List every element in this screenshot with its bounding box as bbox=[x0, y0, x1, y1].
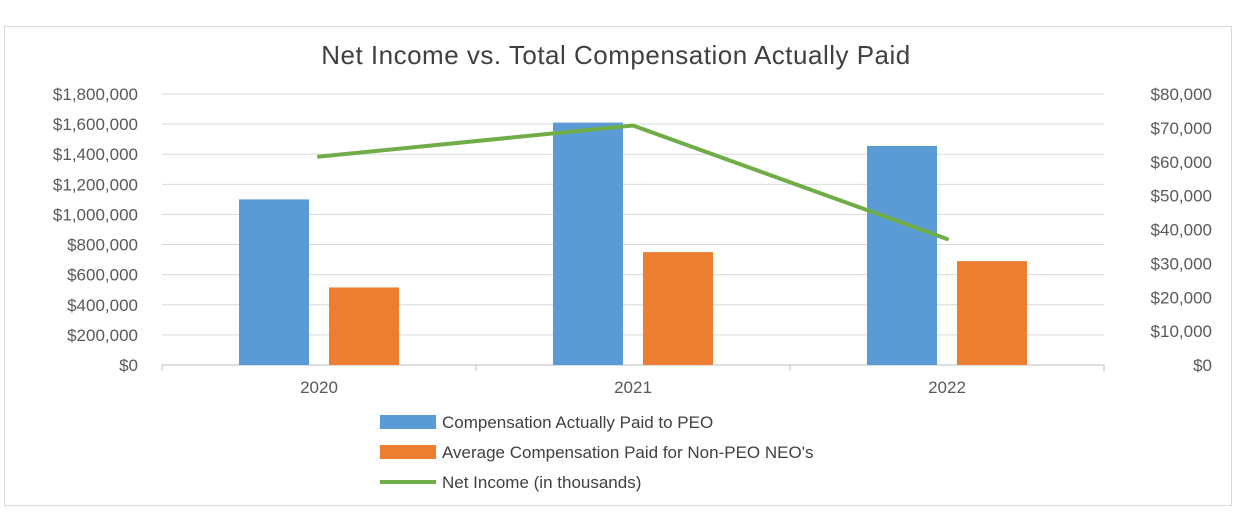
left-tick-label: $200,000 bbox=[67, 326, 138, 345]
right-tick-label: $40,000 bbox=[1151, 221, 1212, 240]
right-tick-label: $80,000 bbox=[1151, 85, 1212, 104]
x-tick-label: 2021 bbox=[614, 378, 652, 397]
x-axis: 2020 2021 2022 bbox=[161, 365, 1105, 397]
right-tick-label: $30,000 bbox=[1151, 254, 1212, 273]
left-tick-label: $800,000 bbox=[67, 236, 138, 255]
right-tick-label: $10,000 bbox=[1151, 322, 1212, 341]
legend-swatch bbox=[380, 415, 436, 429]
left-tick-label: $1,200,000 bbox=[53, 175, 138, 194]
bars bbox=[239, 122, 1027, 365]
net-income-line bbox=[317, 123, 949, 241]
left-tick-label: $0 bbox=[119, 356, 138, 375]
right-axis: $0 $10,000 $20,000 $30,000 $40,000 $50,000 $60… bbox=[1151, 85, 1212, 375]
legend-swatch bbox=[380, 445, 436, 459]
non-peo-bar bbox=[957, 261, 1027, 365]
right-tick-label: $50,000 bbox=[1151, 187, 1212, 206]
x-tick-label: 2022 bbox=[928, 378, 966, 397]
left-tick-label: $1,600,000 bbox=[53, 115, 138, 134]
left-tick-label: $1,800,000 bbox=[53, 85, 138, 104]
legend-label: Compensation Actually Paid to PEO bbox=[442, 413, 713, 432]
right-tick-label: $60,000 bbox=[1151, 153, 1212, 172]
peo-bar bbox=[867, 145, 937, 365]
right-tick-label: $20,000 bbox=[1151, 288, 1212, 307]
legend: Compensation Actually Paid to PEO Average… bbox=[380, 413, 813, 492]
left-tick-label: $600,000 bbox=[67, 266, 138, 285]
left-tick-label: $1,000,000 bbox=[53, 205, 138, 224]
non-peo-bar bbox=[643, 252, 713, 365]
right-tick-label: $0 bbox=[1193, 356, 1212, 375]
chart-title: Net Income vs. Total Compensation Actual… bbox=[321, 40, 911, 70]
peo-bar bbox=[553, 122, 623, 365]
legend-label: Average Compensation Paid for Non-PEO NE… bbox=[442, 443, 813, 462]
left-tick-label: $400,000 bbox=[67, 296, 138, 315]
non-peo-bar bbox=[329, 287, 399, 365]
net-income-line-group bbox=[317, 123, 949, 241]
x-tick-label: 2020 bbox=[300, 378, 338, 397]
left-axis: $0 $200,000 $400,000 $600,000 $800,000 $1,000… bbox=[53, 85, 138, 375]
right-tick-label: $70,000 bbox=[1151, 119, 1212, 138]
peo-bar bbox=[239, 199, 309, 365]
legend-label: Net Income (in thousands) bbox=[442, 473, 641, 492]
left-tick-label: $1,400,000 bbox=[53, 145, 138, 164]
